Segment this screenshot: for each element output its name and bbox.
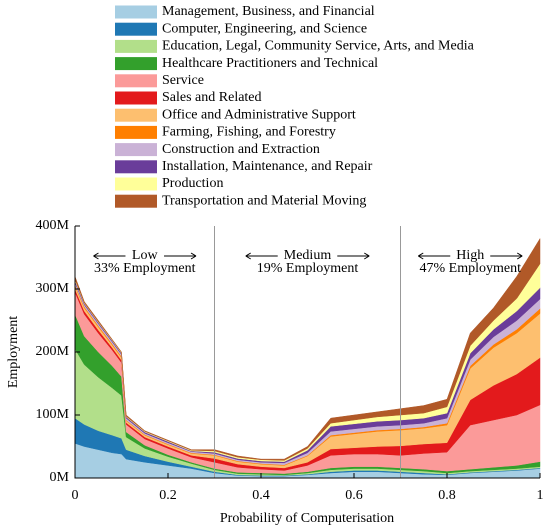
x-tick-label: 0.6 xyxy=(345,488,363,503)
y-axis-label: Employment xyxy=(6,316,21,388)
legend-swatch xyxy=(115,74,157,88)
legend-label: Farming, Fishing, and Forestry xyxy=(162,125,336,140)
x-tick-label: 0.4 xyxy=(252,488,270,503)
legend-label: Office and Administrative Support xyxy=(162,107,356,122)
annotation-arrow xyxy=(93,252,126,260)
annotation-label: High xyxy=(456,248,484,263)
legend-swatch xyxy=(115,143,157,157)
x-tick-label: 0.8 xyxy=(438,488,456,503)
y-tick-label: 200M xyxy=(36,344,70,359)
legend-label: Education, Legal, Community Service, Art… xyxy=(162,39,475,54)
x-axis-label: Probability of Computerisation xyxy=(220,511,394,526)
legend-swatch xyxy=(115,108,157,122)
annotation-label: Medium xyxy=(284,248,332,263)
x-tick-label: 1 xyxy=(537,488,544,503)
legend-swatch xyxy=(115,57,157,71)
annotation-arrow xyxy=(490,252,523,260)
legend-label: Transportation and Material Moving xyxy=(162,193,366,208)
y-tick-label: 300M xyxy=(36,281,70,296)
annotation-arrow xyxy=(164,252,197,260)
legend-frame xyxy=(113,3,505,210)
annotation-arrow xyxy=(245,252,278,260)
x-tick-label: 0.2 xyxy=(159,488,177,503)
legend-swatch xyxy=(115,5,157,19)
annotation-note: 33% Employment xyxy=(94,261,196,276)
legend-label: Healthcare Practitioners and Technical xyxy=(162,56,378,71)
y-tick-label: 0M xyxy=(50,470,70,485)
legend-swatch xyxy=(115,194,157,208)
legend-label: Management, Business, and Financial xyxy=(162,4,375,19)
y-tick-label: 100M xyxy=(36,407,70,422)
legend-swatch xyxy=(115,22,157,36)
legend-swatch xyxy=(115,160,157,174)
annotation-arrow xyxy=(337,252,370,260)
legend-swatch xyxy=(115,177,157,191)
legend-label: Construction and Extraction xyxy=(162,142,320,157)
legend-label: Installation, Maintenance, and Repair xyxy=(162,159,373,174)
legend-label: Computer, Engineering, and Science xyxy=(162,21,367,36)
legend-swatch xyxy=(115,125,157,139)
area xyxy=(74,237,541,461)
legend-swatch xyxy=(115,39,157,53)
annotation-label: Low xyxy=(132,248,159,263)
legend-label: Sales and Related xyxy=(162,90,262,105)
annotation-arrow xyxy=(417,252,451,260)
annotation-note: 19% Employment xyxy=(257,261,359,276)
annotation-note: 47% Employment xyxy=(420,261,522,276)
x-tick-label: 0 xyxy=(72,488,79,503)
legend-label: Service xyxy=(162,73,204,88)
y-tick-label: 400M xyxy=(36,218,70,233)
legend-swatch xyxy=(115,91,157,105)
legend-label: Production xyxy=(162,176,223,191)
